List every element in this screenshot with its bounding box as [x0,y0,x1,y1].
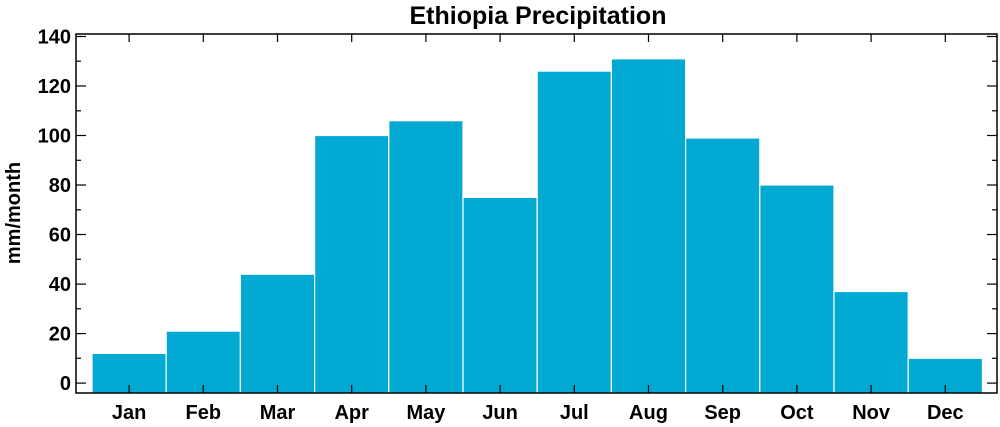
y-tick-label: 40 [49,274,71,296]
bars-group [91,58,984,394]
x-tick-label: Jul [560,402,589,424]
bar-jun [462,196,538,394]
x-tick-label: Dec [927,402,964,424]
bar-feb [165,330,241,394]
y-tick-label: 80 [49,175,71,197]
x-tick-label: Jan [112,402,146,424]
bar-sep [684,137,761,394]
chart-title: Ethiopia Precipitation [410,2,667,30]
bar-nov [833,290,909,394]
y-tick-label: 140 [38,27,71,49]
y-tick-label: 100 [38,126,71,148]
x-tick-label: May [406,402,446,424]
x-tick-label: Aug [629,402,668,424]
x-tick-label: Apr [334,402,369,424]
plot-frame [75,33,998,394]
x-tick-label: Jun [482,402,518,424]
x-tick-label: Nov [852,402,891,424]
bar-oct [759,184,835,394]
y-tick-label: 120 [38,76,71,98]
bar-apr [314,134,390,394]
bar-aug [610,58,687,394]
x-tick-label: Oct [780,402,814,424]
bar-mar [239,273,316,394]
y-ticks-group: 0 20 40 60 80 100 120 140 [38,27,997,395]
bar-may [388,120,464,394]
y-axis-label: mm/month [3,162,25,264]
x-tick-label: Sep [704,402,741,424]
y-tick-label: 60 [49,225,71,247]
x-tick-label: Feb [186,402,222,424]
x-tick-label: Mar [260,402,296,424]
bar-jul [536,70,613,394]
y-tick-label: 20 [49,324,71,346]
y-tick-label: 0 [60,373,71,395]
x-ticks-group: Jan Feb Mar Apr May Jun Jul Aug Sep Oct Nov Dec [112,34,964,424]
